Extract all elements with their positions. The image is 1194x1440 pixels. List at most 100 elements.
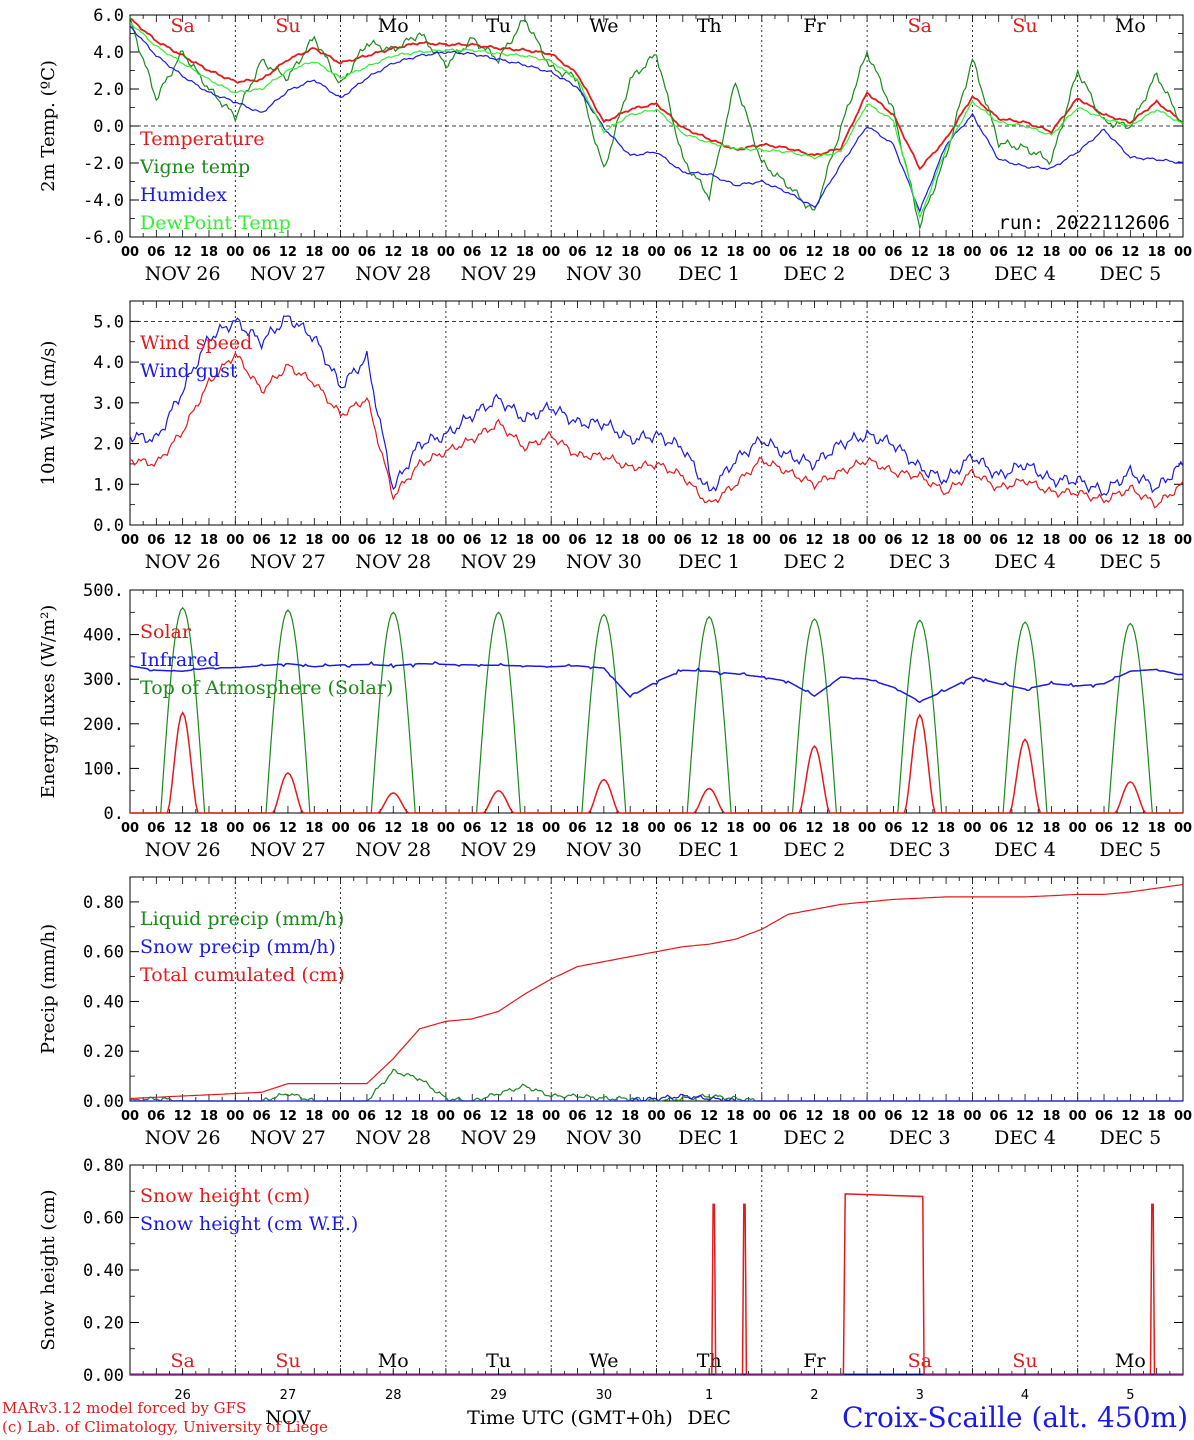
weekday-label: Mo bbox=[378, 15, 409, 37]
legend-entry: Infrared bbox=[140, 649, 220, 671]
y-tick-label: 4.0 bbox=[93, 353, 124, 373]
hour-tick-label: 06 bbox=[884, 245, 902, 260]
day-label: DEC 5 bbox=[1099, 1127, 1161, 1149]
y-tick-label: 2.0 bbox=[93, 80, 124, 100]
y-tick-label: 0.80 bbox=[83, 1156, 124, 1176]
weekday-label: Mo bbox=[378, 1350, 409, 1372]
hour-tick-label: 06 bbox=[568, 821, 586, 836]
hour-tick-label: 00 bbox=[1069, 533, 1087, 548]
hour-tick-label: 18 bbox=[937, 1109, 955, 1124]
series-line-humidex bbox=[129, 25, 1184, 214]
panel-3: 500. 400. 300. 200. 100. 0. Energy fluxes (W/m… bbox=[38, 581, 1192, 861]
y-tick-label: 400. bbox=[83, 626, 124, 646]
day-number: 27 bbox=[280, 1388, 297, 1403]
hour-tick-label: 06 bbox=[568, 1109, 586, 1124]
hour-tick-label: 18 bbox=[411, 821, 429, 836]
hour-tick-label: 12 bbox=[1121, 533, 1139, 548]
day-label: DEC 4 bbox=[994, 839, 1056, 861]
weekday-label: Sa bbox=[170, 1350, 194, 1372]
hour-tick-label: 00 bbox=[226, 1109, 244, 1124]
weekday-label: Su bbox=[275, 15, 300, 37]
y-tick-label: 0.00 bbox=[83, 1092, 124, 1112]
y-tick-label: 0.60 bbox=[83, 1209, 124, 1229]
hour-tick-label: 12 bbox=[911, 821, 929, 836]
hour-tick-label: 06 bbox=[990, 533, 1008, 548]
panel-1: 6.0 4.0 2.0 0.0 -2.0 -4.0 -6.0 2m Temp. (ºC) 00 0… bbox=[38, 6, 1192, 285]
y-axis-label: 2m Temp. (ºC) bbox=[38, 60, 59, 192]
day-label: DEC 1 bbox=[678, 551, 740, 573]
hour-tick-label: 00 bbox=[1069, 1109, 1087, 1124]
series-line-total-cumulated-cm- bbox=[129, 883, 1184, 1100]
hour-tick-label: 12 bbox=[1121, 1109, 1139, 1124]
day-label: NOV 27 bbox=[250, 551, 326, 573]
day-number: 4 bbox=[1021, 1388, 1029, 1403]
day-label: NOV 29 bbox=[461, 551, 537, 573]
hour-tick-label: 00 bbox=[753, 533, 771, 548]
hour-tick-label: 06 bbox=[463, 533, 481, 548]
hour-tick-label: 00 bbox=[542, 1109, 560, 1124]
hour-tick-label: 12 bbox=[1016, 821, 1034, 836]
y-tick-label: -4.0 bbox=[83, 191, 124, 211]
day-label: DEC 3 bbox=[889, 1127, 951, 1149]
hour-tick-label: 00 bbox=[437, 533, 455, 548]
hour-tick-label: 00 bbox=[753, 245, 771, 260]
day-number: 1 bbox=[705, 1388, 713, 1403]
hour-tick-label: 06 bbox=[1095, 245, 1113, 260]
day-label: NOV 30 bbox=[566, 1127, 642, 1149]
y-tick-label: -2.0 bbox=[83, 154, 124, 174]
hour-tick-label: 00 bbox=[753, 1109, 771, 1124]
y-tick-label: 0.20 bbox=[83, 1042, 124, 1062]
series-line-snow-height bbox=[130, 1193, 1183, 1376]
series-line-solar bbox=[130, 711, 1183, 814]
hour-tick-label: 00 bbox=[121, 821, 139, 836]
day-label: DEC 4 bbox=[994, 263, 1056, 285]
hour-tick-label: 06 bbox=[1095, 533, 1113, 548]
y-tick-label: 0.0 bbox=[93, 117, 124, 137]
hour-tick-label: 06 bbox=[147, 1109, 165, 1124]
hour-tick-label: 18 bbox=[832, 533, 850, 548]
hour-tick-label: 00 bbox=[121, 245, 139, 260]
hour-tick-label: 18 bbox=[1042, 821, 1060, 836]
hour-tick-label: 06 bbox=[358, 533, 376, 548]
day-label: DEC 5 bbox=[1099, 551, 1161, 573]
hour-tick-label: 12 bbox=[595, 245, 613, 260]
hour-tick-label: 18 bbox=[1148, 821, 1166, 836]
weekday-label: We bbox=[589, 15, 618, 37]
hour-tick-label: 06 bbox=[674, 1109, 692, 1124]
hour-tick-label: 00 bbox=[226, 533, 244, 548]
hour-tick-label: 18 bbox=[411, 1109, 429, 1124]
month-label: NOV bbox=[265, 1407, 311, 1429]
day-label: NOV 28 bbox=[355, 1127, 431, 1149]
hour-tick-label: 12 bbox=[384, 1109, 402, 1124]
day-number: 28 bbox=[385, 1388, 402, 1403]
hour-tick-label: 12 bbox=[490, 533, 508, 548]
hour-tick-label: 18 bbox=[1042, 533, 1060, 548]
hour-tick-label: 00 bbox=[1174, 533, 1192, 548]
weekday-label: Sa bbox=[170, 15, 194, 37]
hour-tick-label: 06 bbox=[147, 533, 165, 548]
y-tick-label: 6.0 bbox=[93, 6, 124, 26]
hour-tick-label: 18 bbox=[1148, 245, 1166, 260]
y-tick-label: 0.20 bbox=[83, 1314, 124, 1334]
legend-entry: Snow precip (mm/h) bbox=[140, 936, 336, 958]
hour-tick-label: 18 bbox=[305, 821, 323, 836]
day-label: DEC 2 bbox=[784, 551, 846, 573]
hour-tick-label: 00 bbox=[647, 821, 665, 836]
day-label: DEC 2 bbox=[784, 263, 846, 285]
day-label: DEC 1 bbox=[678, 263, 740, 285]
weekday-label: Mo bbox=[1115, 15, 1146, 37]
day-label: DEC 5 bbox=[1099, 839, 1161, 861]
hour-tick-label: 12 bbox=[700, 821, 718, 836]
hour-tick-label: 12 bbox=[700, 245, 718, 260]
hour-tick-label: 06 bbox=[1095, 821, 1113, 836]
hour-tick-label: 18 bbox=[305, 533, 323, 548]
hour-tick-label: 18 bbox=[937, 245, 955, 260]
day-label: NOV 29 bbox=[461, 839, 537, 861]
weekday-label: We bbox=[589, 1350, 618, 1372]
hour-tick-label: 00 bbox=[332, 1109, 350, 1124]
y-axis-label: Precip (mm/h) bbox=[38, 924, 59, 1054]
day-label: DEC 3 bbox=[889, 839, 951, 861]
credit-line-2: (c) Lab. of Climatology, University of L… bbox=[2, 1418, 328, 1436]
hour-tick-label: 06 bbox=[463, 1109, 481, 1124]
day-label: DEC 3 bbox=[889, 551, 951, 573]
